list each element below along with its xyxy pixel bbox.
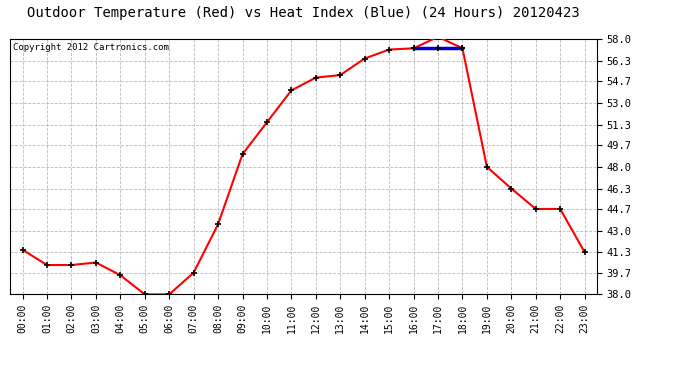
Text: Outdoor Temperature (Red) vs Heat Index (Blue) (24 Hours) 20120423: Outdoor Temperature (Red) vs Heat Index … — [27, 6, 580, 20]
Text: Copyright 2012 Cartronics.com: Copyright 2012 Cartronics.com — [13, 43, 169, 52]
